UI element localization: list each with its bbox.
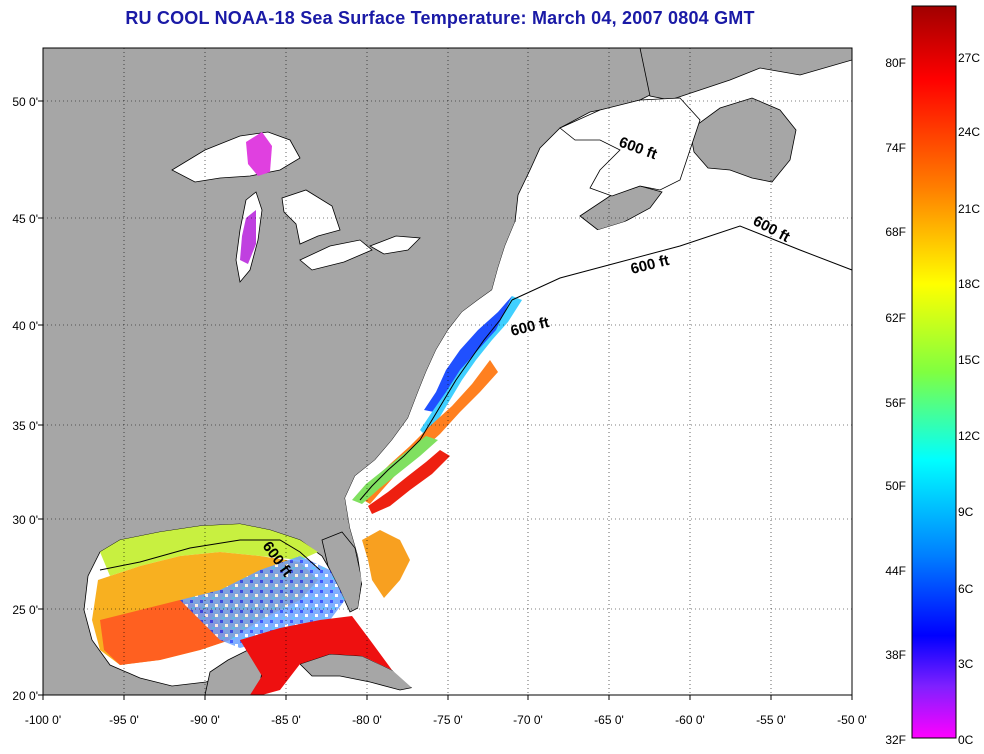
longitude-label: -100 0' — [25, 713, 61, 727]
atlantic-sst-slope — [420, 296, 522, 436]
latitude-label: 45 0' — [12, 212, 38, 226]
graticule — [43, 48, 852, 695]
isobath-line — [99, 225, 853, 571]
colorbar — [911, 5, 957, 739]
latitude-label: 35 0' — [12, 419, 38, 433]
colorbar-celsius-label: 15C — [958, 353, 980, 367]
longitude-labels: -100 0' -95 0' -90 0' -85 0' -80 0' -75 0' -70… — [25, 695, 867, 727]
caribbean-sst — [240, 616, 392, 695]
longitude-label: -70 0' — [513, 713, 543, 727]
longitude-label: -85 0' — [271, 713, 301, 727]
atlantic-coastal-water — [345, 190, 852, 695]
latitude-label: 30 0' — [12, 513, 38, 527]
colorbar-fahrenheit-label: 38F — [885, 648, 906, 662]
colorbar-celsius-labels: 27C 24C 21C 18C 15C 12C 9C 6C 3C 0C — [958, 51, 980, 747]
latitude-label: 25 0' — [12, 603, 38, 617]
colorbar-celsius-label: 9C — [958, 505, 974, 519]
colorbar-fahrenheit-labels: 80F 74F 68F 62F 56F 50F 44F 38F 32F — [885, 56, 906, 747]
atlantic-sst-shelf-blue — [424, 296, 512, 412]
lake-superior-sst — [246, 132, 272, 176]
map-title: RU COOL NOAA-18 Sea Surface Temperature:… — [125, 8, 755, 28]
colorbar-celsius-label: 24C — [958, 125, 980, 139]
colorbar-fahrenheit-label: 80F — [885, 56, 906, 70]
gulf-st-lawrence — [559, 97, 701, 197]
lake-huron — [281, 189, 341, 245]
colorbar-fahrenheit-label: 44F — [885, 564, 906, 578]
latitude-label: 20 0' — [12, 689, 38, 703]
colorbar-celsius-label: 12C — [958, 429, 980, 443]
colorbar-celsius-label: 18C — [958, 277, 980, 291]
colorbar-fahrenheit-label: 50F — [885, 479, 906, 493]
gulf-sst-shelf — [100, 524, 318, 576]
atlantic-sst-green — [352, 436, 438, 504]
colorbar-fahrenheit-label: 74F — [885, 141, 906, 155]
latitude-label: 50 0' — [12, 95, 38, 109]
colorbar-celsius-label: 27C — [958, 51, 980, 65]
colorbar-fahrenheit-label: 32F — [885, 733, 906, 747]
labrador-land — [639, 48, 852, 101]
longitude-label: -50 0' — [837, 713, 867, 727]
longitude-label: -90 0' — [190, 713, 220, 727]
colorbar-celsius-label: 6C — [958, 582, 974, 596]
colorbar-fahrenheit-label: 68F — [885, 225, 906, 239]
lake-ontario — [369, 235, 421, 255]
longitude-label: -55 0' — [756, 713, 786, 727]
longitude-label: -60 0' — [675, 713, 705, 727]
colorbar-celsius-label: 0C — [958, 733, 974, 747]
longitude-label: -75 0' — [433, 713, 463, 727]
latitude-labels: 50 0' 45 0' 40 0' 35 0' 30 0' 25 0' 20 0' — [12, 95, 43, 703]
colorbar-celsius-label: 21C — [958, 202, 980, 216]
longitude-label: -80 0' — [352, 713, 382, 727]
longitude-label: -65 0' — [594, 713, 624, 727]
colorbar-fahrenheit-label: 62F — [885, 311, 906, 325]
gulf-stream-red — [368, 450, 450, 514]
longitude-label: -95 0' — [109, 713, 139, 727]
latitude-label: 40 0' — [12, 319, 38, 333]
lake-erie — [299, 239, 373, 271]
colorbar-celsius-label: 3C — [958, 657, 974, 671]
lake-michigan-sst — [240, 210, 256, 264]
newfoundland-land — [689, 97, 797, 183]
colorbar-fahrenheit-label: 56F — [885, 396, 906, 410]
florida-straits-sst — [362, 530, 410, 598]
